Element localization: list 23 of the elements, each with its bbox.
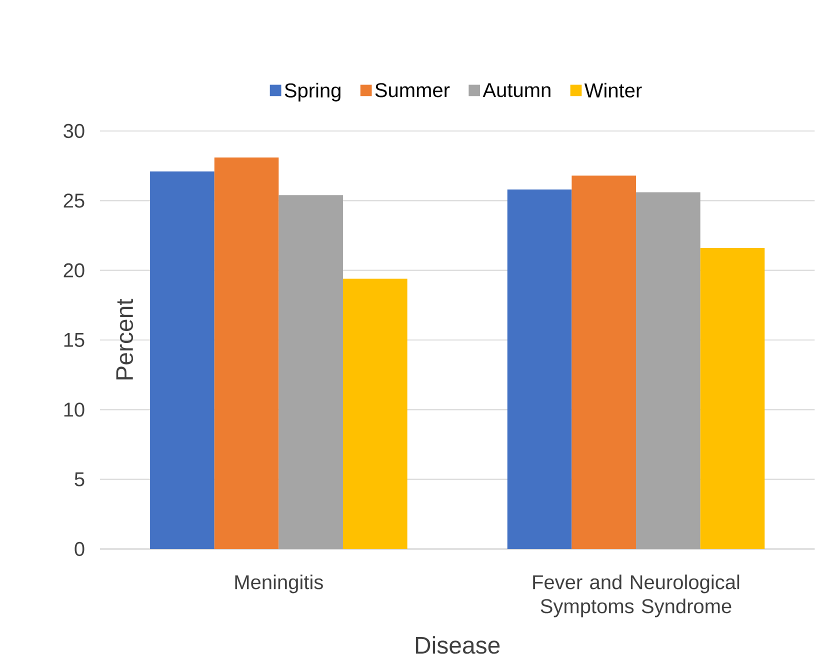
bar [150,171,214,549]
bar [700,248,765,549]
x-tick-label: Fever and Neurological Symptoms Syndrome [533,574,740,618]
bar [636,192,700,549]
x-tick-label: Meningitis [235,574,323,594]
bar [214,157,279,549]
y-tick-label: 30 [64,124,84,138]
y-tick-label: 20 [64,263,84,278]
y-tick-label: 15 [64,333,84,347]
bar [278,195,343,549]
bar [342,278,408,549]
legend-label: Spring [284,82,340,102]
bar [572,176,636,549]
y-tick-label: 0 [74,542,84,556]
legend-label: Summer [375,83,450,98]
bar [507,190,572,549]
y-tick-label: 5 [74,472,84,486]
y-tick-label: 10 [64,402,84,417]
y-tick-label: 25 [64,194,84,208]
x-axis-title: Disease [416,636,500,654]
y-axis-title: Percent [116,298,134,380]
legend-label: Winter [584,82,642,98]
legend-label: Autumn [482,83,550,98]
